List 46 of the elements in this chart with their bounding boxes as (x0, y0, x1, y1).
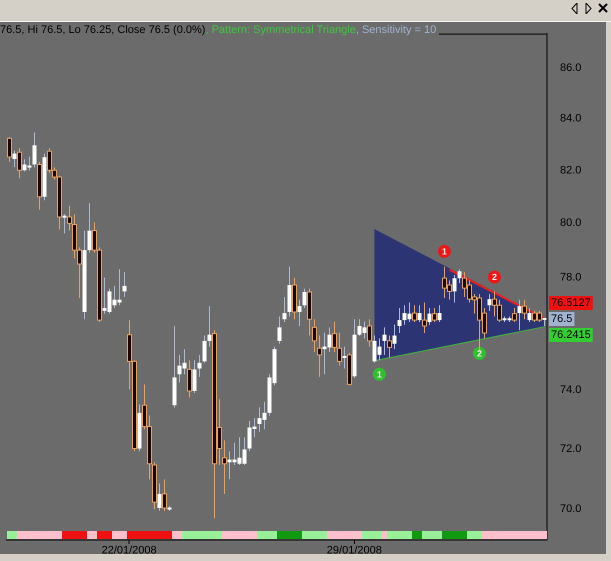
series-label: 2 (476, 348, 482, 358)
candlestick (458, 268, 462, 284)
x-tick-label: 29/01/2008 (326, 544, 382, 557)
candlestick (302, 288, 306, 309)
candlestick (438, 304, 442, 323)
y-tick-label: 74.0 (560, 384, 582, 396)
candlestick (392, 324, 396, 350)
candlestick (452, 274, 456, 303)
candlestick (488, 294, 492, 312)
candlestick (282, 296, 286, 323)
candlestick (192, 360, 196, 394)
candlestick (158, 482, 162, 512)
candlestick (208, 306, 212, 348)
candlestick (398, 308, 402, 334)
candlestick (382, 326, 386, 356)
candlestick (88, 202, 92, 254)
candlestick (12, 150, 16, 168)
candlestick (528, 308, 532, 323)
candlestick (122, 272, 126, 298)
y-tick-label: 72.0 (560, 442, 582, 455)
y-tick-label: 82.0 (560, 164, 582, 176)
annotation: 76.5, Hi 76.5, Lo 76.25, Close 76.5 (0.0%) (0, 24, 206, 36)
y-tick-label: 80.0 (560, 217, 582, 230)
candlestick (418, 304, 422, 323)
series-label: 2 (492, 272, 497, 282)
series-label: 1 (376, 369, 382, 380)
candlestick (202, 335, 206, 364)
candlestick (298, 299, 302, 326)
y-tick-label: 78.0 (560, 271, 582, 284)
text: 76.5 (551, 312, 572, 325)
y-tick-label: 70.0 (560, 503, 582, 516)
series-label: 1 (442, 246, 447, 256)
candlestick (198, 354, 202, 378)
y-tick-label: 86.0 (560, 62, 582, 74)
text: 76.5127 (551, 296, 591, 309)
annotation: , Sensitivity = 10 (356, 24, 436, 36)
annotation: , Pattern: Symmetrical Triangle (205, 24, 356, 36)
y-tick-label: 84.0 (560, 112, 582, 125)
candlestick (32, 132, 36, 168)
candlestick (518, 299, 522, 331)
candlestick (342, 346, 346, 370)
candlestick (278, 316, 282, 344)
x-tick-label: 22/01/2008 (102, 544, 157, 557)
text: 76.2415 (551, 328, 591, 341)
candlestick (428, 308, 432, 326)
candlestick (62, 214, 66, 234)
